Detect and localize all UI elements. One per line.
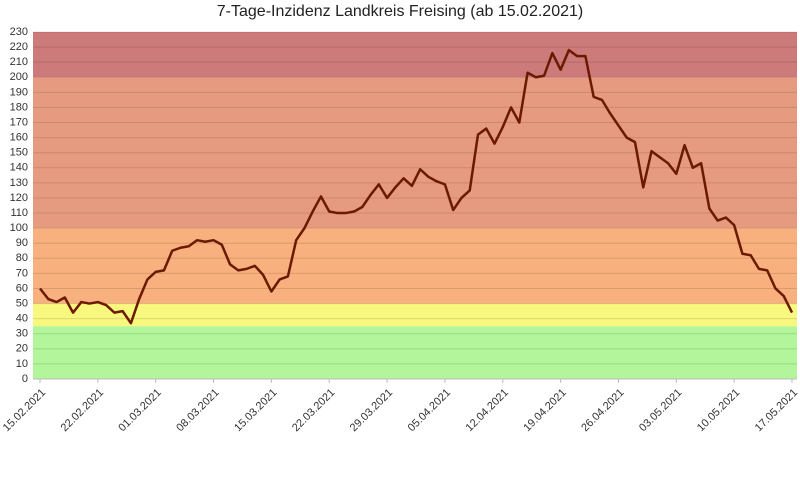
x-tick-label: 12.04.2021 (464, 387, 511, 434)
y-tick-label: 220 (10, 41, 28, 53)
y-tick-label: 210 (10, 56, 28, 68)
y-tick-label: 30 (16, 328, 28, 340)
x-tick-label: 22.03.2021 (290, 387, 337, 434)
y-tick-label: 130 (10, 177, 28, 189)
x-tick-label: 10.05.2021 (695, 387, 742, 434)
y-tick-label: 180 (10, 101, 28, 113)
x-tick-label: 22.02.2021 (59, 387, 106, 434)
x-tick-label: 26.04.2021 (579, 387, 626, 434)
y-tick-label: 90 (16, 237, 28, 249)
y-tick-label: 230 (10, 26, 28, 38)
band (33, 303, 797, 327)
y-tick-label: 80 (16, 252, 28, 264)
band (33, 77, 797, 229)
x-tick-label: 19.04.2021 (521, 387, 568, 434)
x-tick-label: 08.03.2021 (174, 387, 221, 434)
y-tick-label: 190 (10, 86, 28, 98)
y-tick-label: 60 (16, 282, 28, 294)
y-tick-label: 120 (10, 192, 28, 204)
y-tick-label: 170 (10, 116, 28, 128)
y-tick-label: 110 (10, 207, 28, 219)
band (33, 32, 797, 78)
y-tick-label: 200 (10, 71, 28, 83)
y-tick-label: 100 (10, 222, 28, 234)
line (39, 48, 794, 325)
chart-title: 7-Tage-Inzidenz Landkreis Freising (ab 1… (217, 3, 583, 20)
y-tick-label: 50 (16, 297, 28, 309)
x-tick-label: 17.05.2021 (753, 387, 800, 434)
y-tick-label: 160 (10, 132, 28, 144)
x-tick-label: 01.03.2021 (116, 387, 163, 434)
band (33, 326, 797, 379)
x-tick-label: 15.03.2021 (232, 387, 279, 434)
x-tick-label: 03.05.2021 (637, 387, 684, 434)
x-tick-label: 05.04.2021 (406, 387, 453, 434)
y-tick-label: 150 (10, 147, 28, 159)
x-tick-label: 15.02.2021 (1, 387, 48, 434)
y-tick-label: 0 (22, 373, 28, 385)
y-tick-label: 10 (16, 358, 28, 370)
y-tick-label: 70 (16, 267, 28, 279)
y-tick-label: 20 (16, 343, 28, 355)
band (33, 228, 797, 304)
y-tick-label: 140 (10, 162, 28, 174)
y-tick-label: 40 (16, 313, 28, 325)
x-tick-label: 29.03.2021 (348, 387, 395, 434)
